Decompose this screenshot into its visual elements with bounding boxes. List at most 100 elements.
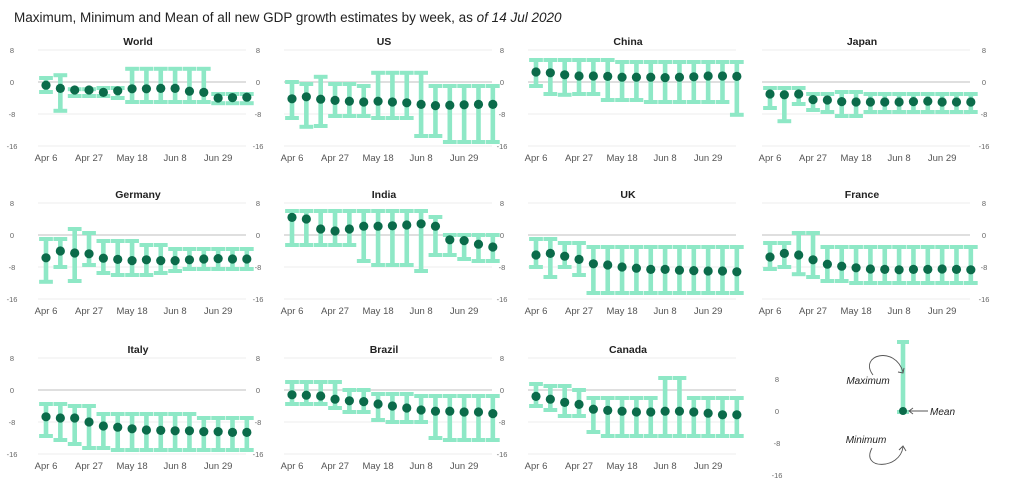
canada-range-bar (634, 398, 639, 436)
japan-mean-point (908, 97, 919, 107)
japan-mean-point (851, 97, 861, 107)
france-min-cap (849, 281, 863, 285)
canada-min-cap (629, 434, 644, 438)
china-mean-point (545, 68, 555, 78)
france-mean-point (880, 264, 890, 274)
brazil-ytick-label: 0 (256, 386, 260, 395)
canada-min-cap (557, 414, 572, 418)
uk-min-cap (672, 291, 687, 295)
france-max-cap (863, 245, 878, 249)
italy-max-cap (110, 412, 125, 416)
france-min-cap (820, 279, 835, 283)
india-min-cap (399, 263, 414, 267)
germany-mean-point (55, 246, 65, 256)
germany-max-cap (196, 247, 211, 251)
brazil-min-cap (414, 420, 428, 424)
brazil-mean-point (344, 396, 354, 406)
canada-max-cap (629, 396, 644, 400)
world-range-bar (187, 68, 192, 102)
us-min-cap (342, 114, 357, 118)
india-max-cap (399, 209, 414, 213)
japan-max-cap (920, 92, 935, 96)
us-mean-point (488, 99, 498, 109)
france-min-cap (963, 281, 978, 285)
india-xtick-label: Apr 27 (321, 306, 349, 317)
legend-mean-point (899, 407, 907, 415)
france-max-cap (906, 245, 921, 249)
germany-mean-point (227, 254, 238, 264)
canada-min-cap (529, 404, 543, 408)
world-mean-point (213, 93, 223, 103)
italy-max-cap (125, 412, 139, 416)
canada-mean-point (617, 406, 627, 416)
brazil-ytick-label: 8 (256, 354, 260, 363)
canada-max-cap (586, 396, 601, 400)
us-mean-point (430, 101, 441, 111)
uk-mean-point (674, 265, 685, 275)
germany-panel-title: Germany (115, 189, 161, 201)
china-max-cap (729, 60, 744, 64)
italy-mean-point (199, 427, 209, 437)
germany-mean-point (141, 255, 152, 265)
france-xtick-label: Apr 27 (799, 306, 827, 317)
italy-mean-point (84, 417, 94, 427)
india-max-cap (299, 209, 314, 213)
brazil-max-cap (356, 388, 371, 392)
china-range-bar (677, 62, 682, 102)
japan-min-cap (906, 110, 921, 114)
uk-mean-point (631, 263, 642, 273)
china-max-cap (600, 58, 615, 62)
germany-max-cap (125, 239, 139, 243)
us-min-cap (299, 124, 314, 129)
germany-mean-point (184, 255, 195, 265)
india-min-cap (328, 243, 342, 247)
china-min-cap (672, 100, 687, 104)
germany-xtick-label: Jun 8 (163, 306, 186, 317)
japan-min-cap (892, 110, 906, 114)
china-min-cap (643, 100, 658, 104)
uk-min-cap (543, 275, 558, 279)
china-max-cap (686, 60, 701, 64)
uk-mean-point (646, 264, 656, 274)
uk-range-bar (548, 239, 553, 277)
japan-max-cap (820, 92, 835, 96)
canada-max-cap (529, 382, 543, 386)
brazil-xtick-label: Apr 6 (281, 461, 304, 472)
germany-ytick-label: 0 (10, 231, 14, 240)
us-min-cap (485, 140, 500, 144)
brazil-max-cap (342, 388, 357, 392)
india-panel-title: India (372, 189, 397, 201)
japan-min-cap (777, 119, 792, 124)
france-range-bar (968, 247, 974, 283)
germany-xtick-label: May 18 (116, 306, 147, 317)
italy-mean-point (242, 427, 252, 437)
legend-maximum-label: Maximum (846, 376, 889, 387)
canada-min-cap (729, 434, 744, 438)
brazil-mean-point (473, 407, 484, 417)
us-min-cap (399, 116, 414, 120)
china-min-cap (615, 98, 629, 102)
us-max-cap (356, 84, 371, 88)
us-mean-point (373, 96, 383, 106)
us-max-cap (385, 70, 400, 75)
china-mean-point (732, 71, 742, 81)
brazil-max-cap (471, 394, 486, 398)
world-ytick-label: 8 (10, 46, 14, 55)
us-range-bar (433, 86, 438, 136)
world-max-cap (125, 66, 139, 71)
germany-min-cap (39, 279, 53, 284)
japan-min-cap (877, 110, 892, 114)
brazil-max-cap (385, 392, 400, 396)
legend-minimum-arrow (869, 446, 904, 465)
world-range-bar (201, 68, 207, 102)
canada-xtick-label: Jun 8 (653, 461, 676, 472)
japan-xtick-label: Jun 8 (887, 153, 910, 164)
china-xtick-label: Apr 27 (565, 153, 593, 164)
brazil-mean-point (416, 405, 426, 415)
china-max-cap (529, 58, 543, 62)
us-min-cap (442, 140, 457, 144)
china-mean-point (646, 72, 656, 82)
italy-max-cap (239, 416, 254, 420)
italy-min-cap (153, 448, 168, 452)
china-max-cap (701, 60, 716, 64)
